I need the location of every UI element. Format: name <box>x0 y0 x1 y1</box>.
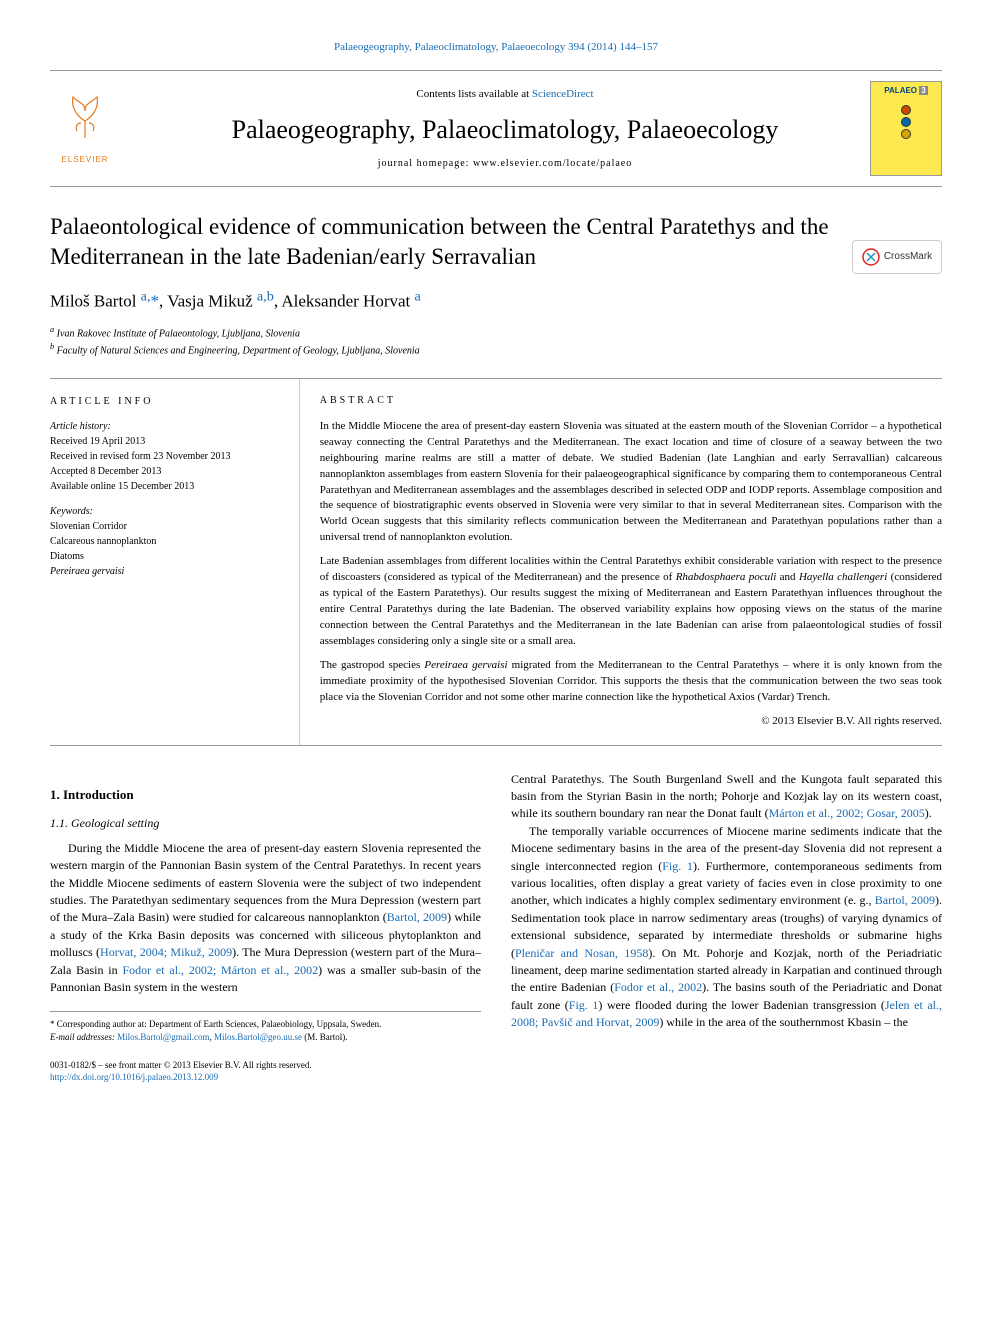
inline-ref-link[interactable]: Fodor et al., 2002 <box>614 980 702 994</box>
authors-line: Miloš Bartol a,*, Vasja Mikuž a,b, Aleks… <box>50 287 942 313</box>
crossmark-icon <box>862 248 880 266</box>
body-para: Central Paratethys. The South Burgenland… <box>511 771 942 823</box>
email-label: E-mail addresses: <box>50 1032 117 1042</box>
masthead: ELSEVIER Contents lists available at Sci… <box>50 70 942 187</box>
history-label: Article history: <box>50 419 284 434</box>
corresponding-author-note: * Corresponding author at: Department of… <box>50 1018 481 1031</box>
journal-cover: PALAEO 3 <box>870 81 942 176</box>
abstract-copyright: © 2013 Elsevier B.V. All rights reserved… <box>320 714 942 730</box>
header-citation: Palaeogeography, Palaeoclimatology, Pala… <box>50 40 942 55</box>
abstract-para: The gastropod species Pereiraea gervaisi… <box>320 658 942 706</box>
footnotes: * Corresponding author at: Department of… <box>50 1011 481 1043</box>
subsection-heading: 1.1. Geological setting <box>50 815 481 832</box>
sciencedirect-link[interactable]: ScienceDirect <box>532 88 594 100</box>
keywords-label: Keywords: <box>50 504 284 519</box>
inline-ref-link[interactable]: Bartol, 2009 <box>875 893 935 907</box>
body-para: The temporally variable occurrences of M… <box>511 823 942 1032</box>
history-revised: Received in revised form 23 November 201… <box>50 449 284 464</box>
keyword: Calcareous nannoplankton <box>50 534 284 549</box>
affiliation-b: b Faculty of Natural Sciences and Engine… <box>50 341 942 358</box>
article-title: Palaeontological evidence of communicati… <box>50 212 942 272</box>
history-accepted: Accepted 8 December 2013 <box>50 464 284 479</box>
crossmark-label: CrossMark <box>884 250 932 264</box>
elsevier-label: ELSEVIER <box>61 154 108 165</box>
keyword: Slovenian Corridor <box>50 519 284 534</box>
article-info-heading: article info <box>50 394 284 409</box>
info-abstract-block: article info Article history: Received 1… <box>50 378 942 745</box>
inline-ref-link[interactable]: Márton et al., 2002; Gosar, 2005 <box>769 806 925 820</box>
bottom-bar: 0031-0182/$ – see front matter © 2013 El… <box>50 1059 942 1084</box>
cover-label-top: PALAEO <box>884 86 917 95</box>
body-columns: 1. Introduction 1.1. Geological setting … <box>50 771 942 1044</box>
keyword: Pereiraea gervaisi <box>50 564 284 579</box>
citation-link[interactable]: Palaeogeography, Palaeoclimatology, Pala… <box>334 41 658 53</box>
body-para: During the Middle Miocene the area of pr… <box>50 840 481 997</box>
affiliation-a: a Ivan Rakovec Institute of Palaeontolog… <box>50 324 942 341</box>
homepage-label: journal homepage: <box>378 158 473 169</box>
inline-ref-link[interactable]: Bartol, 2009 <box>387 910 447 924</box>
abstract-para: In the Middle Miocene the area of presen… <box>320 419 942 547</box>
history-received: Received 19 April 2013 <box>50 434 284 449</box>
abstract-para: Late Badenian assemblages from different… <box>320 554 942 650</box>
cover-number-icon: 3 <box>919 86 927 95</box>
masthead-center: Contents lists available at ScienceDirec… <box>140 87 870 171</box>
affiliations: a Ivan Rakovec Institute of Palaeontolog… <box>50 324 942 359</box>
journal-title: Palaeogeography, Palaeoclimatology, Pala… <box>140 112 870 148</box>
cover-dot-icon <box>901 105 911 115</box>
email-line: E-mail addresses: Milos.Bartol@gmail.com… <box>50 1031 481 1044</box>
article-info: article info Article history: Received 1… <box>50 379 300 744</box>
bottom-left: 0031-0182/$ – see front matter © 2013 El… <box>50 1059 312 1084</box>
doi-link[interactable]: http://dx.doi.org/10.1016/j.palaeo.2013.… <box>50 1072 218 1082</box>
elsevier-logo: ELSEVIER <box>50 89 120 169</box>
inline-ref-link[interactable]: Fig. 1 <box>662 859 693 873</box>
abstract-heading: abstract <box>320 394 942 409</box>
abstract: abstract In the Middle Miocene the area … <box>300 379 942 744</box>
body-right-column: Central Paratethys. The South Burgenland… <box>511 771 942 1044</box>
email-author: (M. Bartol). <box>302 1032 348 1042</box>
history-online: Available online 15 December 2013 <box>50 479 284 494</box>
issn-line: 0031-0182/$ – see front matter © 2013 El… <box>50 1059 312 1072</box>
crossmark-badge[interactable]: CrossMark <box>852 240 942 274</box>
inline-ref-link[interactable]: Fig. 1 <box>569 998 599 1012</box>
contents-line: Contents lists available at ScienceDirec… <box>140 87 870 102</box>
elsevier-tree-icon <box>65 93 105 152</box>
cover-dots <box>901 103 911 141</box>
section-heading: 1. Introduction <box>50 786 481 805</box>
email-link[interactable]: Milos.Bartol@geo.uu.se <box>214 1032 302 1042</box>
cover-dot-icon <box>901 117 911 127</box>
homepage-url: www.elsevier.com/locate/palaeo <box>473 158 632 169</box>
cover-dot-icon <box>901 129 911 139</box>
keyword: Diatoms <box>50 549 284 564</box>
body-left-column: 1. Introduction 1.1. Geological setting … <box>50 771 481 1044</box>
homepage-line: journal homepage: www.elsevier.com/locat… <box>140 157 870 171</box>
email-link[interactable]: Milos.Bartol@gmail.com <box>117 1032 209 1042</box>
inline-ref-link[interactable]: Pleničar and Nosan, 1958 <box>515 946 648 960</box>
inline-ref-link[interactable]: Horvat, 2004; Mikuž, 2009 <box>100 945 232 959</box>
contents-text: Contents lists available at <box>416 88 531 100</box>
inline-ref-link[interactable]: Fodor et al., 2002; Márton et al., 2002 <box>122 963 318 977</box>
